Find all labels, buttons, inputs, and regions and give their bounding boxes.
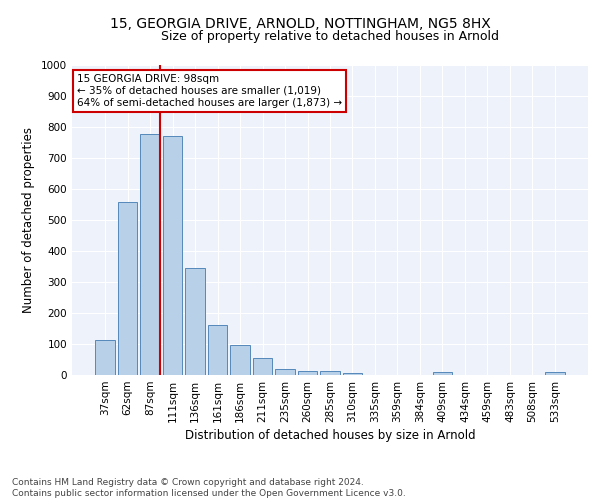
Bar [298,370,317,375]
Bar [140,134,160,375]
Bar [230,345,250,375]
Bar [343,372,362,375]
Bar [320,371,340,375]
Bar [185,268,205,375]
Bar [275,369,295,375]
Bar [95,340,115,375]
Text: Contains HM Land Registry data © Crown copyright and database right 2024.
Contai: Contains HM Land Registry data © Crown c… [12,478,406,498]
Text: 15 GEORGIA DRIVE: 98sqm
← 35% of detached houses are smaller (1,019)
64% of semi: 15 GEORGIA DRIVE: 98sqm ← 35% of detache… [77,74,342,108]
Title: Size of property relative to detached houses in Arnold: Size of property relative to detached ho… [161,30,499,43]
Bar [208,325,227,375]
X-axis label: Distribution of detached houses by size in Arnold: Distribution of detached houses by size … [185,429,475,442]
Bar [118,202,137,375]
Text: 15, GEORGIA DRIVE, ARNOLD, NOTTINGHAM, NG5 8HX: 15, GEORGIA DRIVE, ARNOLD, NOTTINGHAM, N… [110,18,490,32]
Bar [253,358,272,375]
Bar [163,136,182,375]
Bar [433,372,452,375]
Y-axis label: Number of detached properties: Number of detached properties [22,127,35,313]
Bar [545,372,565,375]
